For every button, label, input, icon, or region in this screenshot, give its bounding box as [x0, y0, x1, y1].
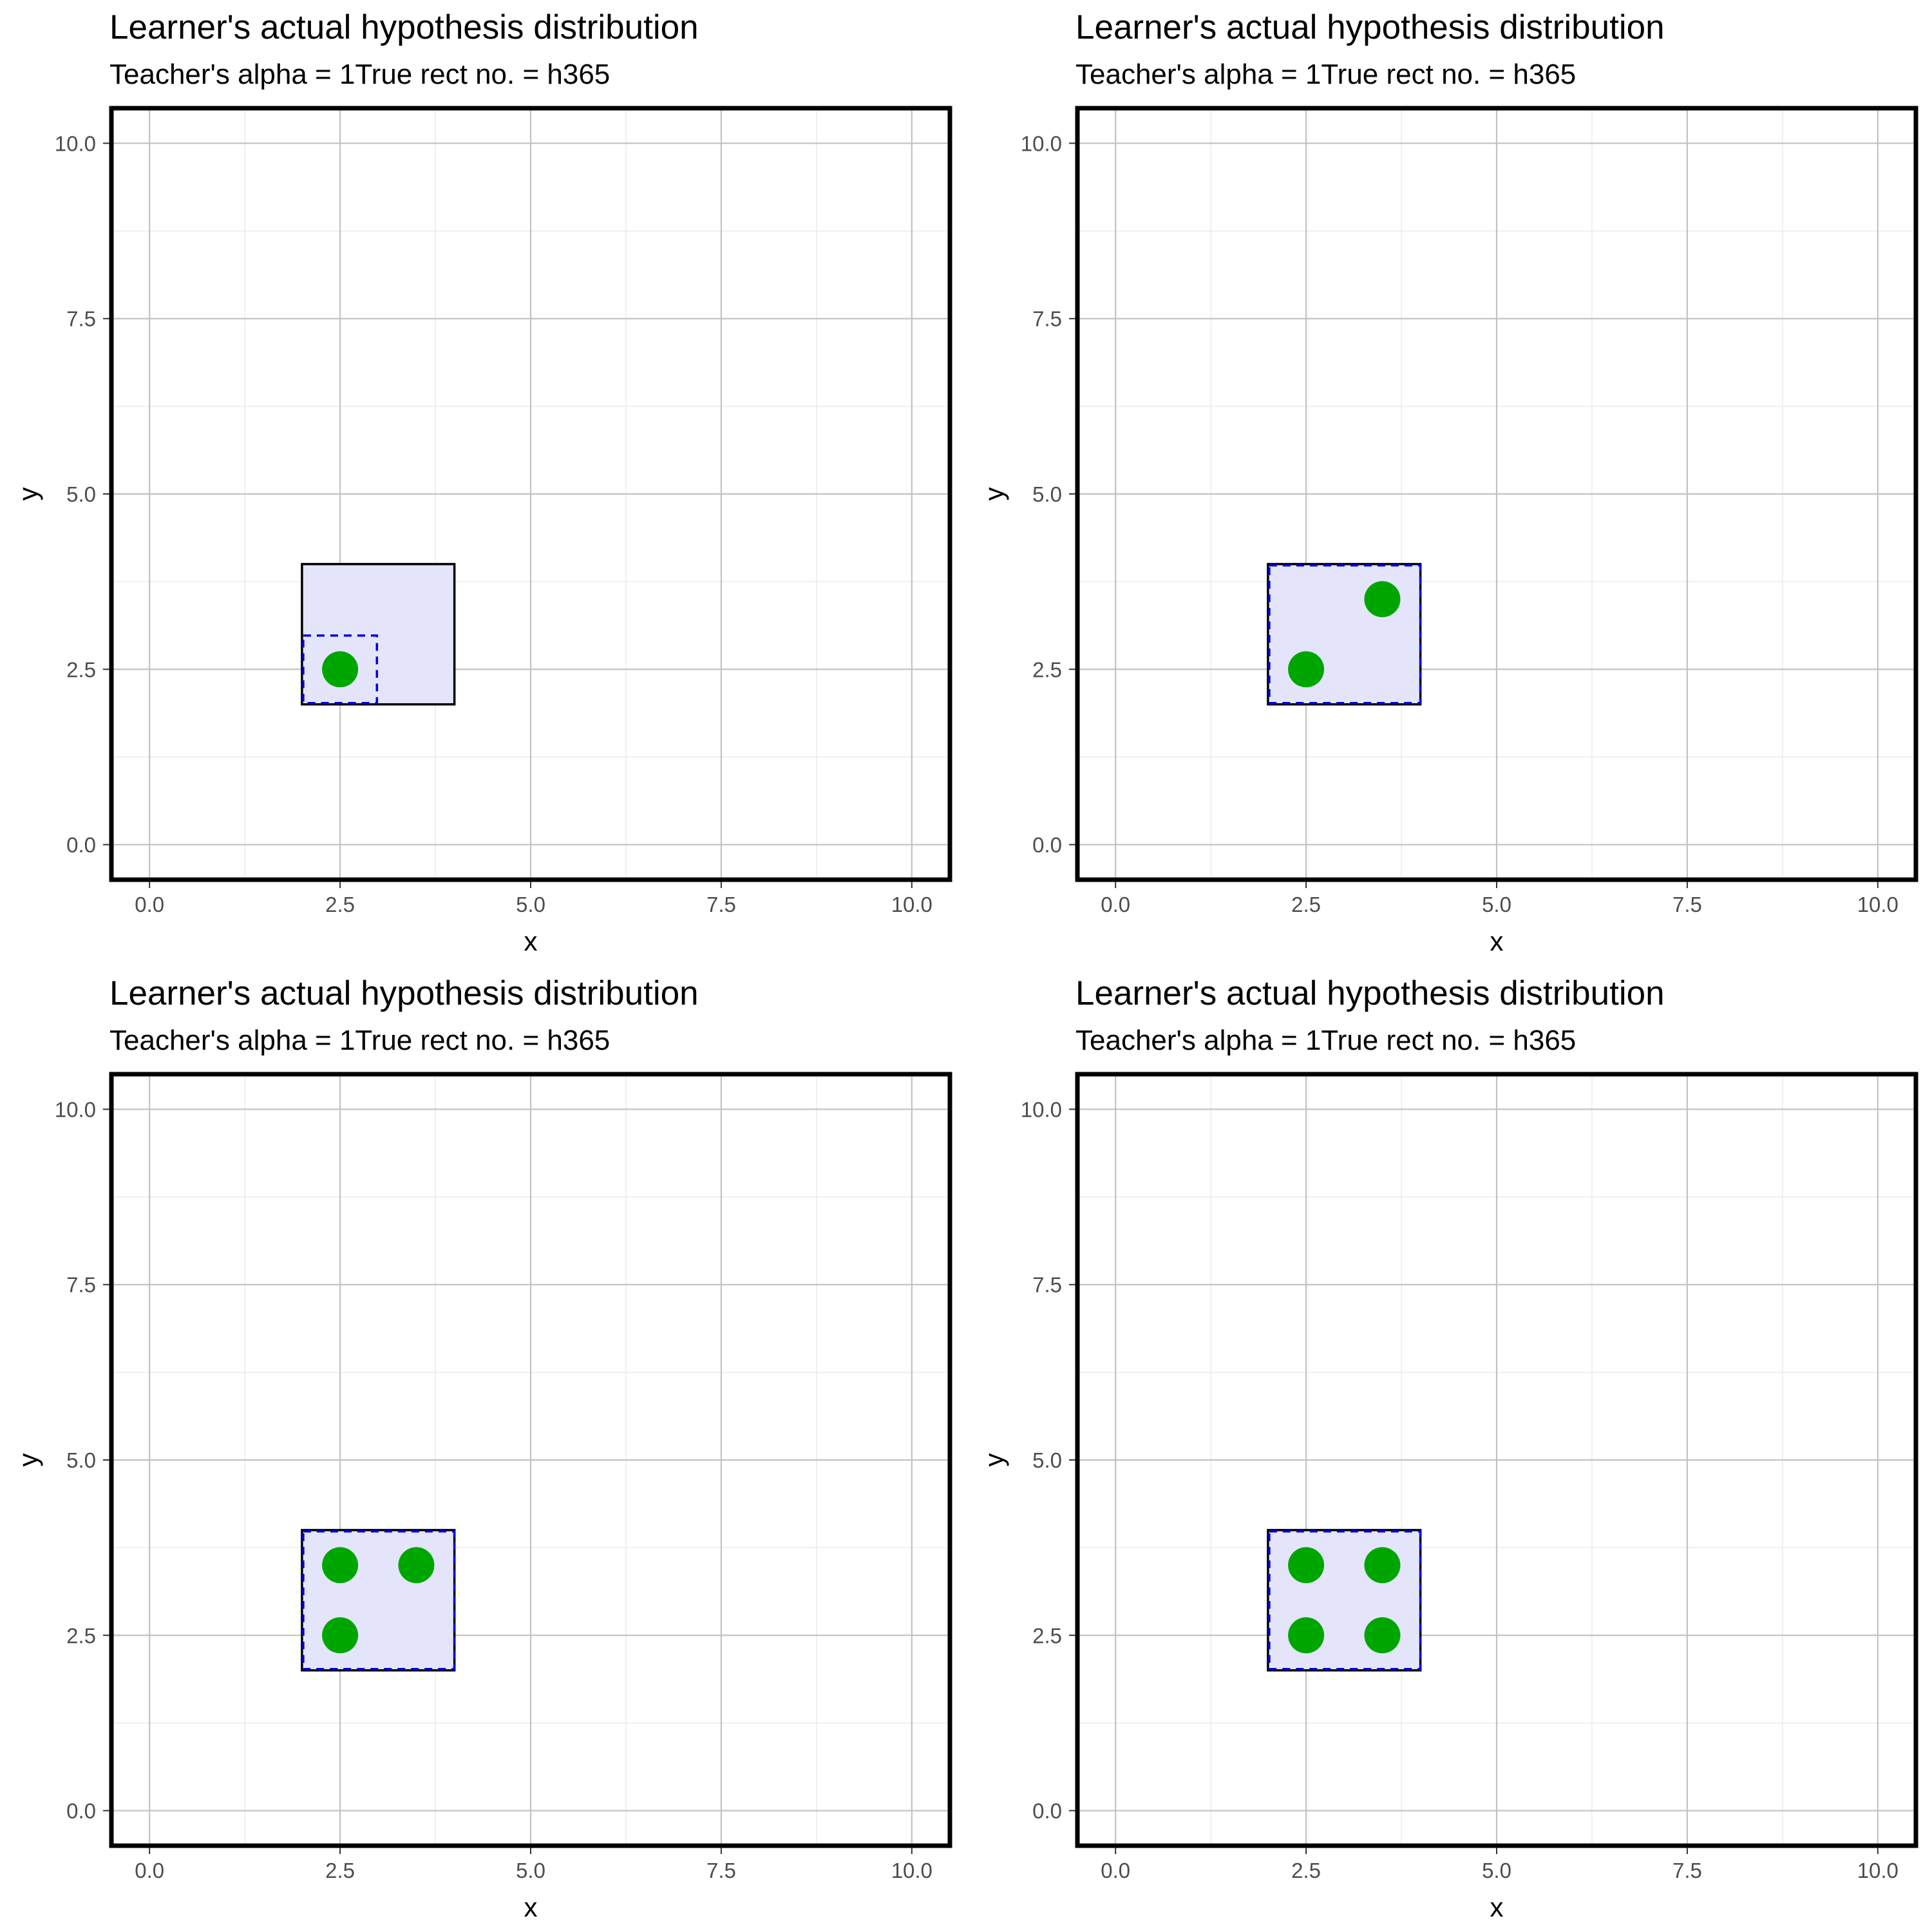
y-tick-label: 7.5 — [66, 307, 96, 331]
x-tick-label: 0.0 — [135, 1859, 164, 1882]
chart-subtitle: Teacher's alpha = 1True rect no. = h365 — [109, 1025, 610, 1056]
y-tick-label: 0.0 — [66, 833, 96, 857]
chart-panel-2: Learner's actual hypothesis distribution… — [966, 0, 1932, 966]
x-tick-label: 5.0 — [516, 1859, 545, 1882]
data-point — [1364, 1617, 1401, 1654]
data-point — [398, 1547, 435, 1584]
chart-svg-4: Learner's actual hypothesis distribution… — [979, 974, 1918, 1922]
y-axis-label: y — [979, 1454, 1009, 1467]
chart-title: Learner's actual hypothesis distribution — [1075, 974, 1665, 1012]
chart-panel-3: Learner's actual hypothesis distribution… — [0, 966, 966, 1932]
data-point — [322, 1547, 359, 1584]
x-tick-label: 2.5 — [1291, 1859, 1321, 1882]
data-point — [322, 1617, 359, 1654]
chart-svg-3: Learner's actual hypothesis distribution… — [13, 974, 952, 1922]
y-tick-label: 0.0 — [1032, 833, 1062, 857]
chart-subtitle: Teacher's alpha = 1True rect no. = h365 — [1075, 59, 1576, 90]
x-tick-label: 7.5 — [706, 893, 736, 916]
x-tick-label: 10.0 — [1857, 1859, 1899, 1882]
y-tick-label: 10.0 — [55, 131, 96, 155]
y-tick-label: 5.0 — [66, 482, 96, 506]
y-tick-label: 5.0 — [1032, 1448, 1062, 1472]
x-tick-label: 2.5 — [1291, 893, 1321, 916]
panel-border — [109, 1072, 952, 1848]
x-tick-label: 10.0 — [1857, 893, 1899, 916]
chart-svg-1: Learner's actual hypothesis distribution… — [13, 8, 952, 956]
x-tick-label: 10.0 — [891, 1859, 933, 1882]
y-axis-label: y — [979, 488, 1009, 501]
hypothesis-rectangle — [302, 634, 379, 705]
data-point — [1288, 1617, 1325, 1654]
panel-border — [109, 106, 952, 882]
y-tick-label: 2.5 — [66, 658, 96, 681]
x-tick-label: 2.5 — [325, 893, 355, 916]
y-tick-label: 2.5 — [1032, 658, 1062, 681]
x-axis-label: x — [1490, 1892, 1504, 1922]
y-tick-label: 10.0 — [55, 1097, 96, 1121]
y-tick-label: 7.5 — [1032, 307, 1062, 331]
y-tick-label: 10.0 — [1021, 131, 1062, 155]
y-tick-label: 0.0 — [66, 1799, 96, 1823]
x-tick-label: 7.5 — [1672, 1859, 1702, 1882]
y-tick-label: 10.0 — [1021, 1097, 1062, 1121]
panel-border — [1075, 1072, 1918, 1848]
x-tick-label: 0.0 — [135, 893, 164, 916]
y-tick-label: 0.0 — [1032, 1799, 1062, 1823]
x-tick-label: 5.0 — [516, 893, 545, 916]
true-rectangle — [1267, 1529, 1422, 1672]
x-axis-label: x — [524, 926, 538, 956]
x-tick-label: 2.5 — [325, 1859, 355, 1882]
y-tick-label: 7.5 — [1032, 1273, 1062, 1297]
true-rectangle — [1267, 563, 1422, 706]
hypothesis-rectangle — [1268, 1530, 1422, 1671]
x-tick-label: 5.0 — [1482, 893, 1511, 916]
chart-svg-2: Learner's actual hypothesis distribution… — [979, 8, 1918, 956]
y-tick-label: 5.0 — [1032, 482, 1062, 506]
x-tick-label: 7.5 — [1672, 893, 1702, 916]
x-tick-label: 0.0 — [1101, 893, 1130, 916]
chart-panel-4: Learner's actual hypothesis distribution… — [966, 966, 1932, 1932]
data-point — [322, 651, 359, 688]
data-point — [1288, 1547, 1325, 1584]
true-rectangle — [301, 1529, 456, 1672]
hypothesis-rectangle — [1268, 564, 1422, 705]
y-tick-label: 7.5 — [66, 1273, 96, 1297]
x-tick-label: 7.5 — [706, 1859, 736, 1882]
y-tick-label: 2.5 — [1032, 1624, 1062, 1647]
x-tick-label: 10.0 — [891, 893, 933, 916]
true-rectangle — [301, 563, 456, 706]
x-tick-label: 5.0 — [1482, 1859, 1511, 1882]
chart-title: Learner's actual hypothesis distribution — [1075, 8, 1665, 46]
y-tick-label: 2.5 — [66, 1624, 96, 1647]
chart-subtitle: Teacher's alpha = 1True rect no. = h365 — [109, 59, 610, 90]
data-point — [1364, 1547, 1401, 1584]
y-axis-label: y — [13, 1454, 43, 1467]
y-tick-label: 5.0 — [66, 1448, 96, 1472]
hypothesis-rectangle — [302, 1530, 456, 1671]
chart-title: Learner's actual hypothesis distribution — [109, 8, 699, 46]
chart-title: Learner's actual hypothesis distribution — [109, 974, 699, 1012]
data-point — [1288, 651, 1325, 688]
panel-border — [1075, 106, 1918, 882]
x-tick-label: 0.0 — [1101, 1859, 1130, 1882]
y-axis-label: y — [13, 488, 43, 501]
x-axis-label: x — [524, 1892, 538, 1922]
x-axis-label: x — [1490, 926, 1504, 956]
chart-subtitle: Teacher's alpha = 1True rect no. = h365 — [1075, 1025, 1576, 1056]
data-point — [1364, 581, 1401, 618]
chart-panel-1: Learner's actual hypothesis distribution… — [0, 0, 966, 966]
